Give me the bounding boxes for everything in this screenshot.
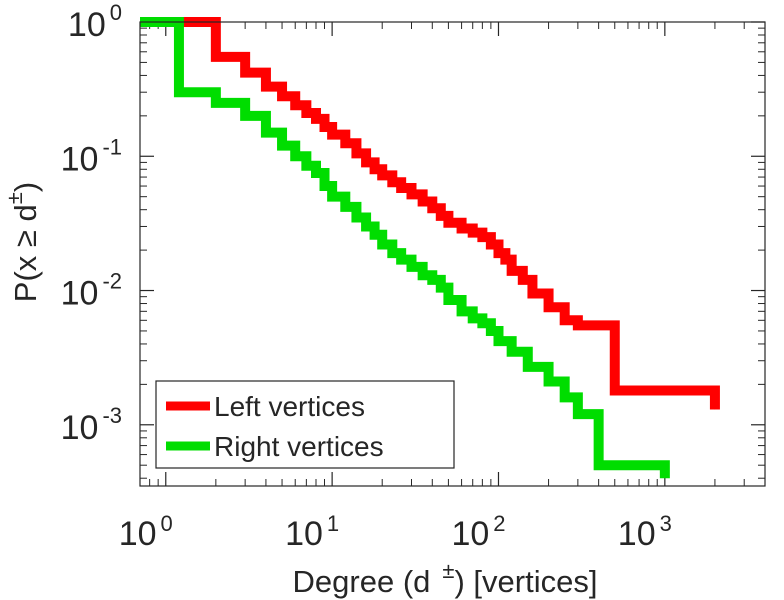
x-tick-base: 10	[618, 515, 656, 553]
y-tick-exponent: -1	[102, 134, 122, 159]
series-left-vertices	[140, 17, 720, 410]
y-tick-base: 10	[61, 140, 99, 178]
series-right-vertices	[140, 17, 670, 479]
x-axis-title: Degree (d ±) [vertices]	[293, 558, 598, 599]
legend-label-left-vertices: Left vertices	[214, 391, 365, 422]
y-tick-label: 10 0	[68, 0, 122, 44]
y-axis-title: P(x ≥ d±)	[2, 182, 43, 302]
y-tick-label: 10 -3	[61, 403, 122, 447]
x-tick-label: 10 1	[285, 511, 339, 553]
y-axis-title-tail: )	[8, 182, 43, 192]
x-tick-base: 10	[285, 515, 323, 553]
series-layer	[140, 17, 720, 479]
x-tick-label: 10 0	[119, 511, 173, 553]
x-tick-labels: 10 0 10 1 10 2 10 3	[119, 511, 672, 553]
x-axis-title-sup: ±	[442, 558, 454, 583]
y-axis-title-main: P(x ≥ d	[8, 204, 43, 302]
y-tick-base: 10	[61, 409, 99, 447]
x-tick-exponent: 3	[660, 511, 672, 536]
x-axis-title-tail: ) [vertices]	[454, 564, 597, 599]
series-line	[140, 17, 670, 479]
legend-box	[155, 380, 455, 469]
y-tick-label: 10 -1	[61, 134, 122, 178]
x-tick-base: 10	[119, 515, 157, 553]
x-tick-exponent: 1	[327, 511, 339, 536]
y-tick-base: 10	[68, 6, 106, 44]
x-tick-base: 10	[451, 515, 489, 553]
x-tick-label: 10 3	[618, 511, 672, 553]
y-axis-title-sup: ±	[2, 192, 27, 204]
plot-frame	[139, 21, 766, 487]
series-line	[140, 17, 720, 410]
legend-label-right-vertices: Right vertices	[214, 431, 384, 462]
legend: Left vertices Right vertices	[155, 380, 455, 469]
x-tick-label: 10 2	[451, 511, 505, 553]
x-tick-exponent: 0	[161, 511, 173, 536]
y-tick-exponent: -2	[102, 269, 122, 294]
y-tick-base: 10	[61, 275, 99, 313]
x-axis-title-main: Degree (d	[293, 564, 431, 599]
minor-ticks	[139, 22, 765, 486]
y-tick-exponent: -3	[102, 403, 122, 428]
y-tick-label: 10 -2	[61, 269, 122, 313]
y-tick-exponent: 0	[110, 0, 122, 25]
x-tick-exponent: 2	[493, 511, 505, 536]
